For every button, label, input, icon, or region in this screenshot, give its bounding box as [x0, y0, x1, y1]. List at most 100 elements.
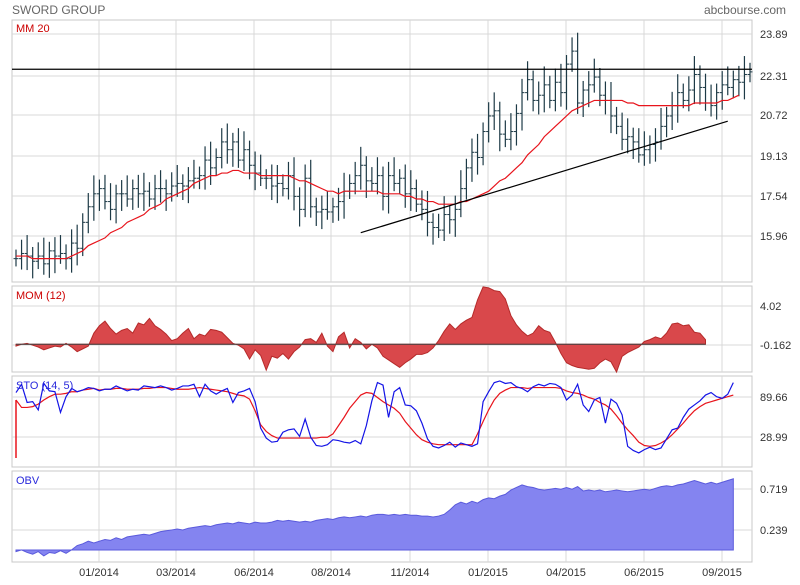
price-bar: [513, 104, 519, 146]
panel-title-obv: OBV: [16, 475, 40, 487]
price-bar: [224, 123, 230, 164]
price-bar: [452, 195, 458, 237]
y-tick-label: 89.66: [760, 392, 788, 404]
price-bar: [202, 146, 208, 190]
price-bar: [235, 128, 241, 168]
price-bar: [380, 166, 386, 211]
price-bar: [258, 154, 264, 187]
panel-3: 89.66 28.99: [11, 375, 788, 468]
panel-frame: [11, 375, 753, 468]
price-bar: [230, 132, 236, 167]
price-bar: [135, 174, 141, 208]
price-bar: [219, 128, 225, 169]
price-bar: [475, 133, 481, 175]
price-bar: [302, 164, 308, 218]
x-tick-label: 06/2015: [624, 567, 664, 579]
price-bar: [152, 174, 158, 210]
y-tick-label: 19.13: [760, 151, 788, 163]
price-bar: [158, 170, 164, 203]
price-bar: [280, 174, 286, 197]
panel-title-sto: STO (14, 5): [16, 380, 73, 392]
price-bar: [419, 190, 425, 221]
price-bar: [691, 56, 697, 105]
price-bar: [297, 187, 303, 227]
y-tick-label: -0.162: [760, 340, 791, 352]
price-bar: [108, 183, 114, 221]
price-bar: [313, 197, 319, 226]
price-bar: [19, 239, 25, 270]
panel-title-mom: MOM (12): [16, 290, 66, 302]
price-bar: [46, 241, 52, 278]
price-bar: [330, 197, 336, 223]
price-bar: [208, 141, 214, 185]
support-trend-line: [360, 120, 728, 234]
price-bar: [741, 56, 747, 100]
panel-frame: [11, 285, 753, 373]
price-bar: [35, 242, 41, 270]
price-bar: [458, 170, 464, 218]
x-tick-label: 03/2014: [156, 567, 196, 579]
panel-frame: [11, 19, 753, 283]
price-bar: [541, 66, 547, 113]
price-bar: [291, 157, 297, 211]
price-bar: [558, 63, 564, 107]
price-bar: [269, 164, 275, 201]
price-bar: [730, 70, 736, 99]
price-bar: [352, 161, 358, 195]
price-bar: [469, 138, 475, 182]
price-bar: [630, 127, 636, 160]
price-bar: [197, 166, 202, 190]
price-bar: [85, 193, 91, 234]
price-bar: [480, 122, 486, 166]
y-tick-label: 28.99: [760, 432, 788, 444]
company-title: SWORD GROUP: [12, 3, 106, 17]
price-bar: [130, 179, 136, 210]
x-tick-label: 01/2015: [468, 567, 508, 579]
price-bar: [725, 66, 731, 96]
price-bar: [486, 102, 492, 143]
price-bar: [491, 92, 497, 130]
price-bar: [497, 101, 503, 152]
price-bar: [714, 83, 720, 120]
price-bar: [113, 184, 119, 224]
price-bar: [502, 120, 508, 148]
price-bar: [163, 179, 169, 211]
price-bar: [374, 157, 380, 195]
price-bar: [91, 175, 97, 221]
price-bar: [80, 213, 86, 257]
price-bar: [369, 167, 375, 192]
y-tick-label: 4.02: [760, 301, 781, 313]
price-bar: [552, 68, 558, 112]
price-bar: [664, 106, 670, 138]
y-tick-label: 0.239: [760, 525, 788, 537]
price-bar: [41, 237, 47, 275]
price-bar: [146, 182, 152, 207]
price-bar: [747, 62, 753, 83]
x-tick-label: 11/2014: [391, 567, 430, 579]
price-bar: [263, 169, 269, 190]
price-bar: [697, 65, 703, 105]
x-tick-label: 01/2014: [79, 567, 119, 579]
price-bar: [641, 131, 647, 166]
price-bar: [463, 158, 469, 200]
price-bar: [402, 164, 408, 208]
price-bar: [324, 190, 330, 220]
x-tick-label: 08/2014: [311, 567, 351, 579]
price-bar: [591, 58, 597, 93]
price-bar: [680, 83, 686, 109]
price-bar: [119, 180, 125, 211]
moving-average-line: [16, 94, 740, 260]
source-label: abcbourse.com: [703, 3, 786, 17]
y-tick-label: 20.72: [760, 110, 788, 122]
price-bar: [391, 157, 397, 192]
price-bar: [358, 146, 364, 190]
price-bar: [436, 213, 442, 238]
price-bar: [719, 71, 725, 110]
price-bar: [547, 75, 553, 109]
x-tick-label: 06/2014: [234, 567, 274, 579]
price-bar: [102, 174, 108, 210]
price-bar: [575, 32, 581, 114]
panel-1: 23.89 22.31 20.72 19.13 17.54 15.96: [11, 19, 788, 283]
